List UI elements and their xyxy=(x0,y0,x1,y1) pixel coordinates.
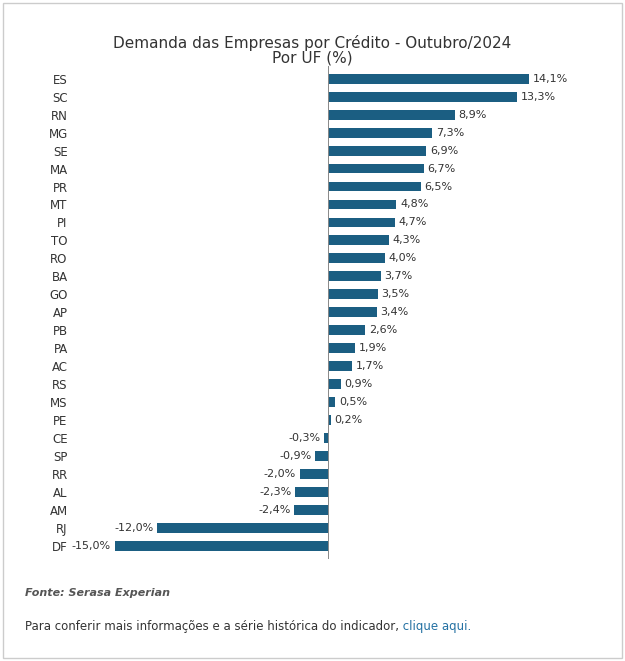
Text: 13,3%: 13,3% xyxy=(521,92,556,102)
Bar xyxy=(328,74,529,84)
Text: 4,3%: 4,3% xyxy=(393,235,421,245)
Text: Por UF (%): Por UF (%) xyxy=(272,50,352,65)
Bar xyxy=(328,128,432,137)
Text: 0,5%: 0,5% xyxy=(339,397,367,407)
Text: -2,0%: -2,0% xyxy=(264,469,296,479)
Text: 2,6%: 2,6% xyxy=(369,325,397,335)
Text: 3,7%: 3,7% xyxy=(384,272,412,282)
Bar xyxy=(328,307,376,317)
Bar xyxy=(328,272,381,282)
Text: 6,7%: 6,7% xyxy=(427,163,456,174)
Text: 4,7%: 4,7% xyxy=(399,217,427,227)
Text: 1,9%: 1,9% xyxy=(359,343,387,353)
Text: 6,9%: 6,9% xyxy=(430,145,458,155)
Bar xyxy=(296,487,328,497)
Text: -12,0%: -12,0% xyxy=(114,523,154,533)
Text: Para conferir mais informações e a série histórica do indicador,: Para conferir mais informações e a série… xyxy=(25,620,399,633)
Bar xyxy=(328,362,352,371)
Text: 14,1%: 14,1% xyxy=(532,73,568,84)
Text: -0,9%: -0,9% xyxy=(279,451,312,461)
Bar xyxy=(328,92,518,102)
Text: 7,3%: 7,3% xyxy=(436,128,464,137)
Bar xyxy=(328,379,341,389)
Text: -2,4%: -2,4% xyxy=(258,505,291,515)
Bar xyxy=(158,523,328,533)
Text: 3,5%: 3,5% xyxy=(381,290,409,299)
Bar xyxy=(328,217,395,227)
Bar xyxy=(328,415,331,425)
Bar xyxy=(328,235,389,245)
Bar xyxy=(328,253,385,263)
Bar xyxy=(316,451,328,461)
Text: -15,0%: -15,0% xyxy=(72,541,111,551)
Bar xyxy=(299,469,328,479)
Text: 0,9%: 0,9% xyxy=(344,379,372,389)
Bar xyxy=(328,343,355,353)
Text: 6,5%: 6,5% xyxy=(424,182,452,192)
Text: 4,0%: 4,0% xyxy=(389,253,417,263)
Bar xyxy=(324,433,328,443)
Text: 8,9%: 8,9% xyxy=(458,110,487,120)
Text: 4,8%: 4,8% xyxy=(400,200,428,210)
Bar xyxy=(294,505,328,515)
Bar xyxy=(328,290,378,299)
Text: -2,3%: -2,3% xyxy=(259,487,292,497)
Text: Demanda das Empresas por Crédito - Outubro/2024: Demanda das Empresas por Crédito - Outub… xyxy=(113,35,512,51)
Bar xyxy=(328,145,426,155)
Text: 1,7%: 1,7% xyxy=(356,362,384,371)
Text: clique aqui.: clique aqui. xyxy=(399,620,471,633)
Bar xyxy=(328,164,424,173)
Text: 0,2%: 0,2% xyxy=(334,415,362,425)
Bar xyxy=(328,325,365,335)
Text: -0,3%: -0,3% xyxy=(288,433,320,443)
Bar xyxy=(328,397,335,407)
Bar xyxy=(114,541,328,551)
Bar xyxy=(328,200,396,210)
Bar xyxy=(328,110,455,120)
Text: Fonte: Serasa Experian: Fonte: Serasa Experian xyxy=(25,588,170,598)
Bar xyxy=(328,182,421,192)
Text: 3,4%: 3,4% xyxy=(380,307,408,317)
